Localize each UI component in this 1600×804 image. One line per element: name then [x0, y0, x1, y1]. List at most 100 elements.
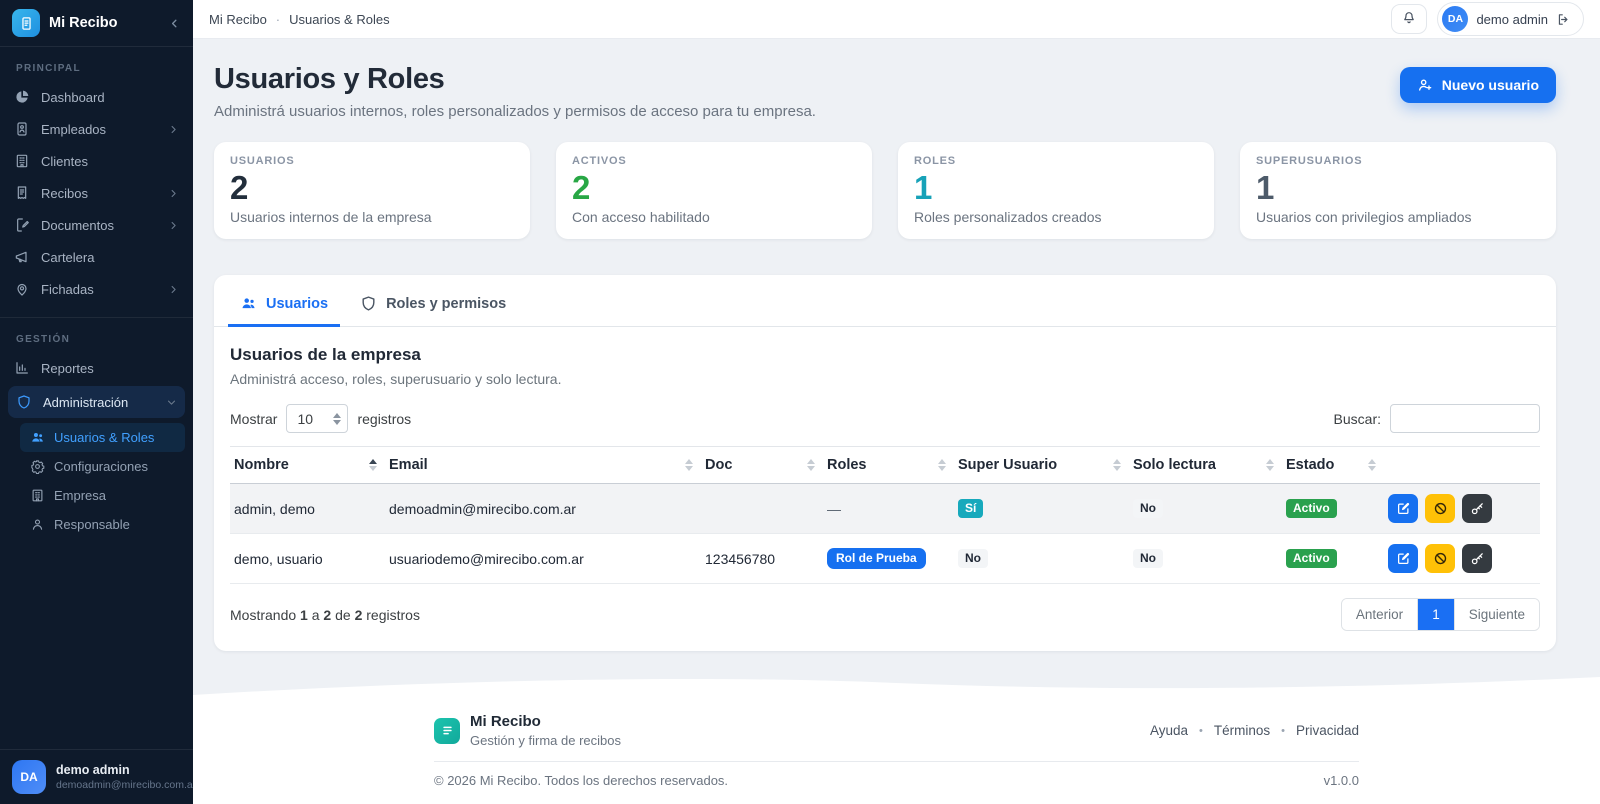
reset-password-button[interactable] [1462, 544, 1492, 574]
column-header-super-usuario[interactable]: Super Usuario [954, 446, 1129, 485]
page-content: Usuarios y Roles Administrá usuarios int… [193, 39, 1600, 675]
tab-label: Roles y permisos [386, 295, 507, 312]
sidebar-item-recibos[interactable]: Recibos [0, 177, 193, 209]
column-header-nombre[interactable]: Nombre [230, 446, 385, 485]
footer-divider [434, 761, 1359, 762]
edit-user-button[interactable] [1388, 544, 1418, 574]
sidebar-item-reportes[interactable]: Reportes [0, 352, 193, 384]
main-area: Mi Recibo · Usuarios & Roles DA demo adm… [193, 0, 1600, 804]
logout-icon[interactable] [1556, 12, 1571, 27]
sidebar-item-configuraciones[interactable]: Configuraciones [20, 452, 185, 481]
receipt-icon [14, 185, 30, 201]
person-plus-icon [1417, 77, 1433, 93]
pencil-square-icon [1396, 501, 1411, 516]
disable-user-button[interactable] [1425, 494, 1455, 524]
topbar: Mi Recibo · Usuarios & Roles DA demo adm… [193, 0, 1600, 39]
megaphone-icon [14, 249, 30, 265]
user-menu-button[interactable]: DA demo admin [1437, 2, 1584, 36]
sidebar-item-responsable[interactable]: Responsable [20, 510, 185, 539]
sidebar-item-usuarios-roles[interactable]: Usuarios & Roles [20, 423, 185, 452]
person-icon [30, 517, 45, 532]
column-header-roles[interactable]: Roles [823, 446, 954, 485]
sidebar-item-clientes[interactable]: Clientes [0, 145, 193, 177]
pagination-prev-button[interactable]: Anterior [1341, 599, 1418, 631]
page-footer: Mi Recibo Gestión y firma de recibos Ayu… [193, 675, 1600, 804]
sort-icon [685, 459, 693, 472]
sidebar-item-documentos[interactable]: Documentos [0, 209, 193, 241]
sidebar-item-label: Usuarios & Roles [54, 430, 155, 445]
sidebar-collapse-button[interactable] [168, 17, 181, 30]
disable-user-button[interactable] [1425, 544, 1455, 574]
status-badge: No [1133, 549, 1163, 569]
tab-roles-permisos[interactable]: Roles y permisos [348, 285, 518, 327]
app-logo-icon [12, 9, 40, 37]
notifications-button[interactable] [1391, 4, 1428, 34]
sidebar-item-dashboard[interactable]: Dashboard [0, 81, 193, 113]
cell-doc [701, 483, 823, 535]
cell-actions [1384, 483, 1540, 535]
cell-doc: 123456780 [701, 533, 823, 585]
chevron-right-icon [168, 124, 179, 135]
footer-brand: Mi Recibo Gestión y firma de recibos [434, 713, 621, 748]
sidebar-item-administracion[interactable]: Administración [8, 386, 185, 418]
page-header: Usuarios y Roles Administrá usuarios int… [214, 63, 1556, 120]
sidebar-item-label: Configuraciones [54, 459, 148, 474]
sidebar-user-card[interactable]: DA demo admin demoadmin@mirecibo.com.ar [0, 749, 196, 804]
pagination-next-button[interactable]: Siguiente [1453, 599, 1539, 631]
cell-super-usuario: Sí [954, 483, 1129, 535]
stat-description: Usuarios internos de la empresa [230, 209, 432, 226]
breadcrumb-root[interactable]: Mi Recibo [209, 11, 267, 27]
sidebar-item-fichadas[interactable]: Fichadas [0, 273, 193, 305]
tab-bar: Usuarios Roles y permisos [214, 275, 1556, 328]
user-name: demo admin [56, 763, 130, 777]
bar-chart-icon [14, 360, 30, 376]
column-header-actions [1384, 446, 1540, 485]
stat-card-roles: ROLES 1 Roles personalizados creados [898, 142, 1214, 240]
ban-icon [1433, 551, 1448, 566]
footer-link-privacidad[interactable]: Privacidad [1295, 723, 1359, 738]
footer-link-terminos[interactable]: Términos [1213, 723, 1271, 738]
sidebar: Mi Recibo PRINCIPAL Dashboard Empleados … [0, 0, 196, 804]
users-table: Nombre Email Doc Roles Super Usuario Sol… [230, 446, 1540, 585]
cell-estado: Activo [1282, 483, 1384, 535]
tab-usuarios[interactable]: Usuarios [228, 285, 341, 328]
column-header-doc[interactable]: Doc [701, 446, 823, 485]
column-header-solo-lectura[interactable]: Solo lectura [1129, 446, 1282, 485]
breadcrumb-separator: · [275, 11, 281, 27]
table-footer: Mostrando 1 a 2 de 2 registros Anterior … [230, 598, 1540, 641]
cell-nombre: demo, usuario [230, 533, 385, 585]
stats-row: USUARIOS 2 Usuarios internos de la empre… [214, 142, 1556, 240]
sidebar-item-cartelera[interactable]: Cartelera [0, 241, 193, 273]
page-title: Usuarios y Roles [214, 63, 445, 95]
cell-email: demoadmin@mirecibo.com.ar [385, 483, 701, 535]
sort-icon [938, 459, 946, 472]
sidebar-item-label: Clientes [41, 153, 88, 169]
search-input[interactable] [1390, 404, 1540, 434]
edit-user-button[interactable] [1388, 494, 1418, 524]
sidebar-item-empleados[interactable]: Empleados [0, 113, 193, 145]
breadcrumb: Mi Recibo · Usuarios & Roles [209, 12, 390, 27]
sidebar-item-label: Empleados [41, 121, 107, 137]
sidebar-item-label: Fichadas [41, 281, 94, 297]
new-user-button[interactable]: Nuevo usuario [1399, 67, 1556, 103]
sidebar-item-empresa[interactable]: Empresa [20, 481, 185, 510]
pagination-page-1-button[interactable]: 1 [1417, 599, 1454, 631]
tab-label: Usuarios [266, 295, 329, 312]
footer-link-ayuda[interactable]: Ayuda [1149, 723, 1188, 738]
footer-tagline: Gestión y firma de recibos [470, 733, 622, 748]
pagination: Anterior 1 Siguiente [1340, 598, 1540, 632]
status-badge: Activo [1286, 499, 1337, 519]
new-user-button-label: Nuevo usuario [1441, 77, 1539, 93]
page-length-select[interactable]: 10 [286, 404, 349, 434]
stat-value: 2 [230, 169, 249, 206]
column-header-estado[interactable]: Estado [1282, 446, 1384, 485]
footer-wave [193, 675, 1600, 701]
shield-icon [360, 295, 377, 312]
topbar-actions: DA demo admin [1391, 2, 1584, 36]
column-header-email[interactable]: Email [385, 446, 701, 485]
sidebar-item-label: Responsable [54, 517, 130, 532]
status-badge: Sí [958, 499, 984, 519]
avatar: DA [12, 760, 46, 794]
status-badge: No [1133, 499, 1163, 519]
reset-password-button[interactable] [1462, 494, 1492, 524]
